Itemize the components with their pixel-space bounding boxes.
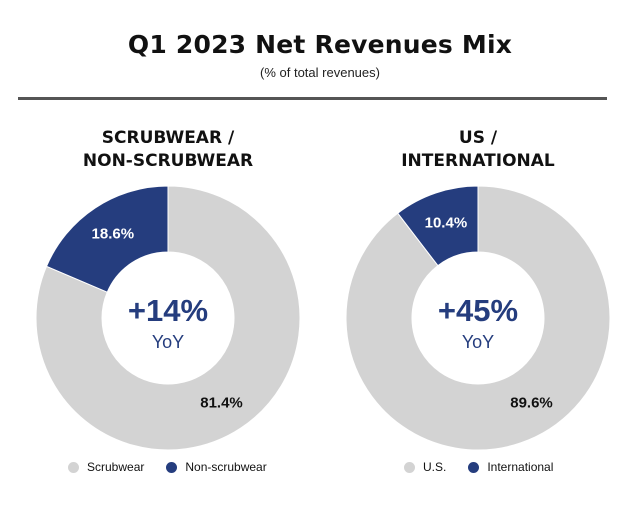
slice-scrubwear xyxy=(35,185,301,451)
center-value: +45% xyxy=(438,293,518,328)
center-label: YoY xyxy=(152,332,184,352)
chart-title: Q1 2023 Net Revenues Mix xyxy=(127,30,513,59)
legend-swatch-international xyxy=(468,461,480,473)
data-label-international: 10.4% xyxy=(425,214,468,231)
donut-chart-scrubwear: 81.4% 18.6% +14% YoY xyxy=(35,185,301,451)
slice-u-s xyxy=(345,185,611,451)
panel-title-line-2: NON-SCRUBWEAR xyxy=(82,151,254,171)
legend-label-international: International xyxy=(487,460,554,474)
legend-item-scrubwear: Scrubwear xyxy=(68,460,144,474)
legend-item-us: U.S. xyxy=(404,460,446,474)
data-label-scrubwear: 81.4% xyxy=(200,395,243,412)
data-label-non-scrubwear: 18.6% xyxy=(92,226,135,243)
chart-subtitle: (% of total revenues) xyxy=(260,65,380,80)
donut-chart-us-international: 89.6% 10.4% +45% YoY xyxy=(345,185,611,451)
legend-label-scrubwear: Scrubwear xyxy=(87,460,145,474)
panel-title-line-1: US / xyxy=(458,128,498,148)
legend-swatch-us xyxy=(404,461,415,473)
panel-title-line-1: SCRUBWEAR / xyxy=(101,128,235,148)
slice-international xyxy=(397,185,479,267)
slice-non-scrubwear xyxy=(45,185,169,293)
panel-title-line-2: INTERNATIONAL xyxy=(401,151,555,171)
panel-title-us-international: US / INTERNATIONAL xyxy=(348,127,608,173)
panel-title-scrubwear: SCRUBWEAR / NON-SCRUBWEAR xyxy=(38,127,298,173)
legend-swatch-scrubwear xyxy=(68,461,79,473)
legend-item-non-scrubwear: Non-scrubwear xyxy=(166,460,267,474)
data-label-u-s: 89.6% xyxy=(510,395,553,412)
legend-label-us: U.S. xyxy=(423,460,447,474)
title-divider xyxy=(18,97,607,100)
legend-us-international: U.S. International xyxy=(404,460,575,474)
legend-scrubwear: Scrubwear Non-scrubwear xyxy=(68,460,289,474)
legend-label-non-scrubwear: Non-scrubwear xyxy=(185,460,267,474)
legend-swatch-non-scrubwear xyxy=(166,461,178,473)
center-label: YoY xyxy=(462,332,494,352)
legend-item-international: International xyxy=(468,460,553,474)
center-value: +14% xyxy=(128,293,208,328)
